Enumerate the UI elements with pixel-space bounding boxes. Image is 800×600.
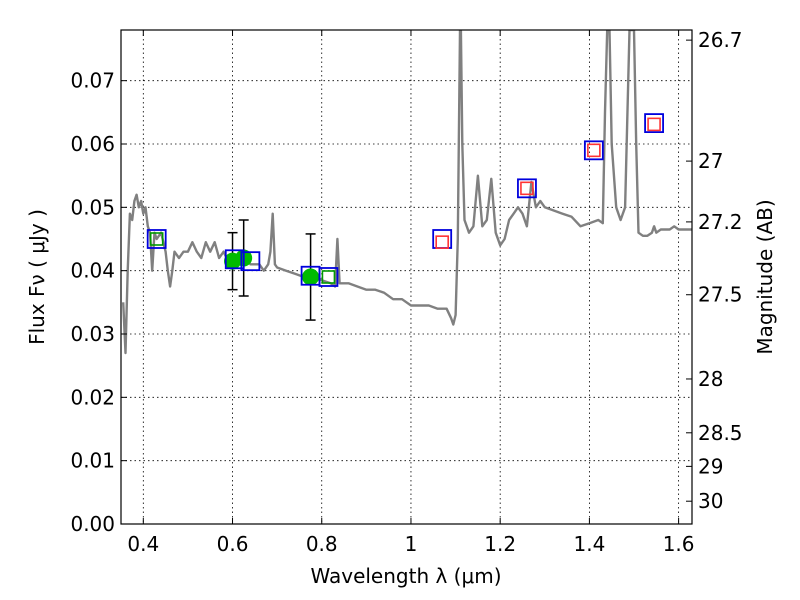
model-point <box>146 229 167 249</box>
x-tick-label: 1 <box>405 532 418 556</box>
mag-tick-label: 30 <box>698 489 723 513</box>
detected-point <box>149 232 164 246</box>
plot-frame <box>120 29 693 525</box>
x-axis-title: Wavelength λ (μm) <box>310 564 501 588</box>
model-point <box>517 178 537 199</box>
axis-ticks: 0.4 0.6 0.8 1 1.2 1.4 1.6 0.00 0.01 0.02 0.03 0.04 0… <box>70 28 742 556</box>
mag-tick-label: 28.5 <box>698 421 743 445</box>
y-tick-label: 0.05 <box>70 195 115 219</box>
sed-model-line <box>122 30 692 355</box>
x-tick-label: 1.4 <box>573 532 605 556</box>
model-point <box>583 140 604 161</box>
model-point <box>240 251 261 272</box>
detected-point <box>321 270 336 284</box>
mag-tick-label: 28 <box>698 367 723 391</box>
observed-point <box>302 268 320 286</box>
y-tick-label: 0.00 <box>70 512 115 536</box>
plot-series <box>122 30 692 355</box>
x-tick-label: 0.6 <box>217 532 249 556</box>
upper-limit-point <box>435 235 449 249</box>
y-tick-label: 0.03 <box>70 322 115 346</box>
mag-tick-label: 27.5 <box>698 283 743 307</box>
x-tick-label: 0.8 <box>306 532 338 556</box>
y-tick-label: 0.07 <box>70 69 115 93</box>
x-tick-label: 0.4 <box>127 532 159 556</box>
right-axis-title: Magnitude (AB) <box>753 199 777 354</box>
x-tick-label: 1.6 <box>663 532 695 556</box>
model-point <box>644 113 664 133</box>
upper-limit-point <box>647 117 661 132</box>
x-tick-label: 1.2 <box>484 532 516 556</box>
model-point <box>318 267 339 287</box>
mag-tick-label: 26.7 <box>698 28 743 52</box>
model-point <box>224 249 245 270</box>
mag-tick-label: 29 <box>698 454 723 478</box>
y-tick-label: 0.01 <box>70 449 115 473</box>
mag-tick-label: 27 <box>698 149 723 173</box>
plot-area <box>122 30 692 355</box>
y-tick-label: 0.02 <box>70 385 115 409</box>
y-tick-label: 0.04 <box>70 259 115 283</box>
mag-tick-label: 27.2 <box>698 210 743 234</box>
y-axis-title: Flux Fν ( μJy ) <box>25 209 49 345</box>
upper-limit-point <box>587 143 601 158</box>
y-tick-label: 0.06 <box>70 132 115 156</box>
upper-limit-point <box>520 181 534 196</box>
